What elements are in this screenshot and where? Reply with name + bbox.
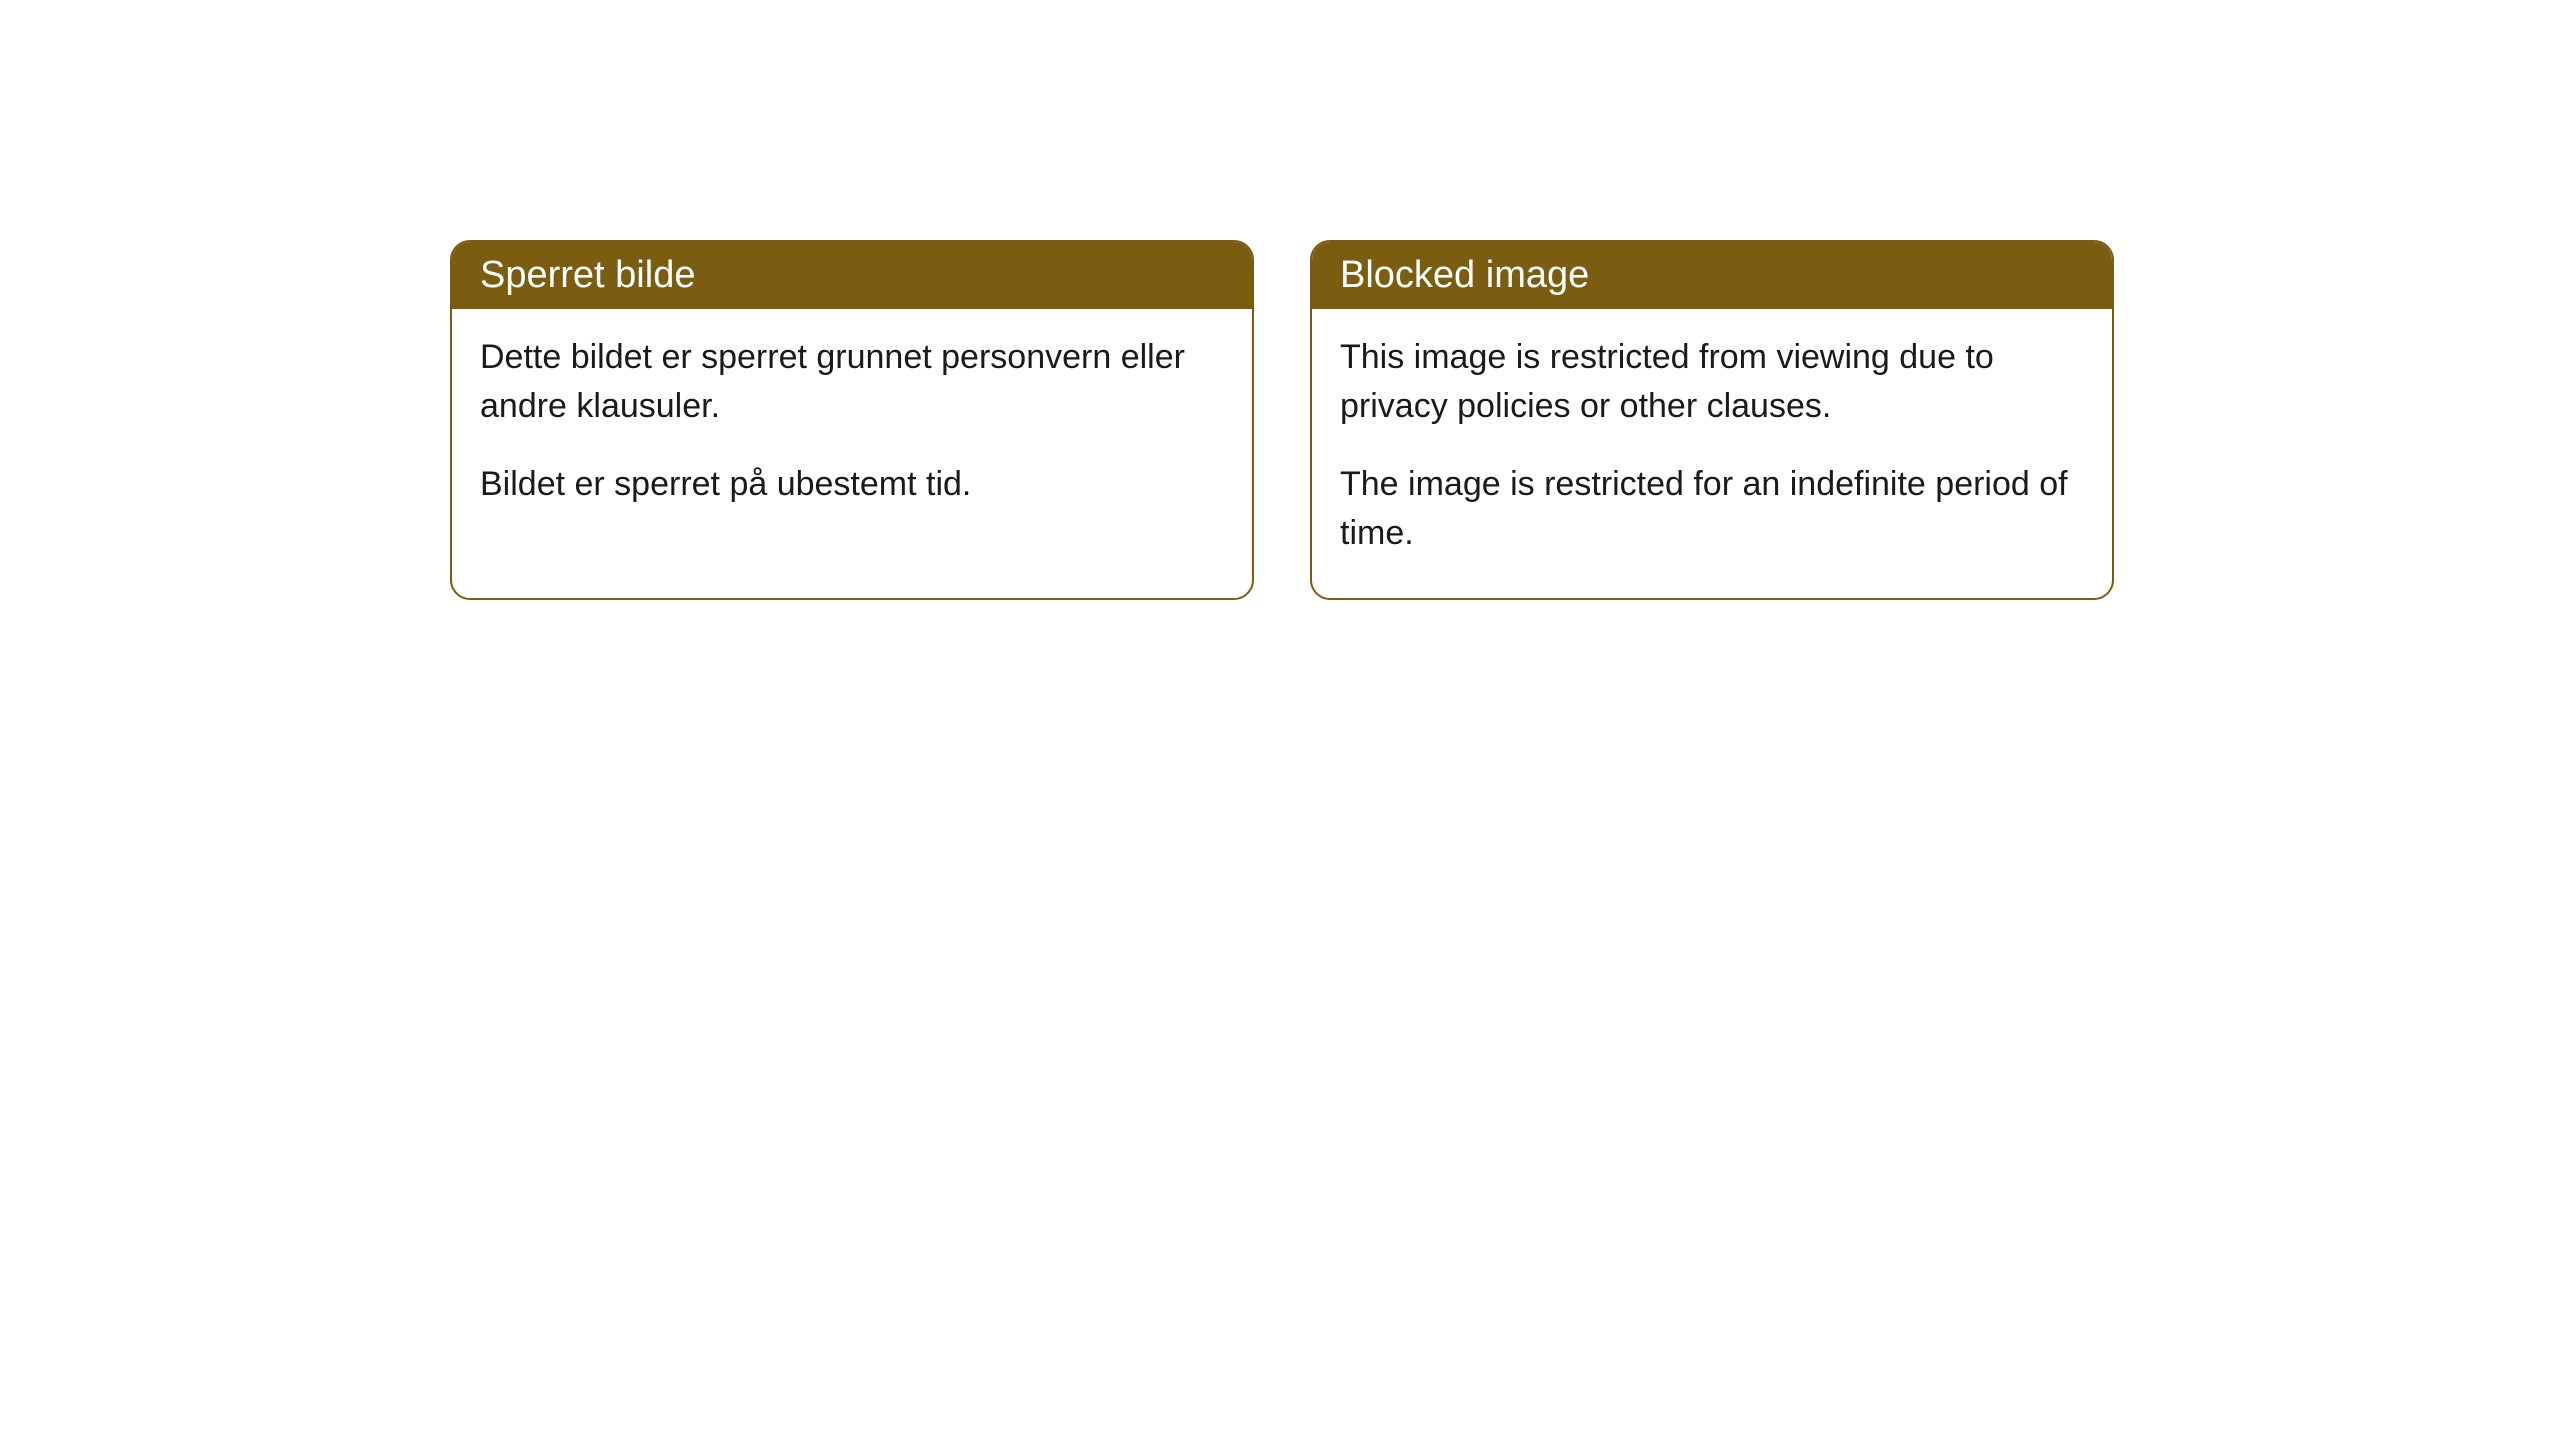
card-paragraph: The image is restricted for an indefinit… (1340, 460, 2084, 559)
notice-card-english: Blocked image This image is restricted f… (1310, 240, 2114, 600)
card-title: Blocked image (1340, 254, 1589, 296)
card-header: Sperret bilde (452, 242, 1252, 309)
card-paragraph: Bildet er sperret på ubestemt tid. (480, 460, 1224, 509)
card-body: Dette bildet er sperret grunnet personve… (452, 309, 1252, 549)
card-paragraph: This image is restricted from viewing du… (1340, 333, 2084, 432)
card-paragraph: Dette bildet er sperret grunnet personve… (480, 333, 1224, 432)
card-header: Blocked image (1312, 242, 2112, 309)
notice-card-norwegian: Sperret bilde Dette bildet er sperret gr… (450, 240, 1254, 600)
card-title: Sperret bilde (480, 254, 695, 296)
notice-cards-container: Sperret bilde Dette bildet er sperret gr… (450, 240, 2560, 600)
card-body: This image is restricted from viewing du… (1312, 309, 2112, 598)
